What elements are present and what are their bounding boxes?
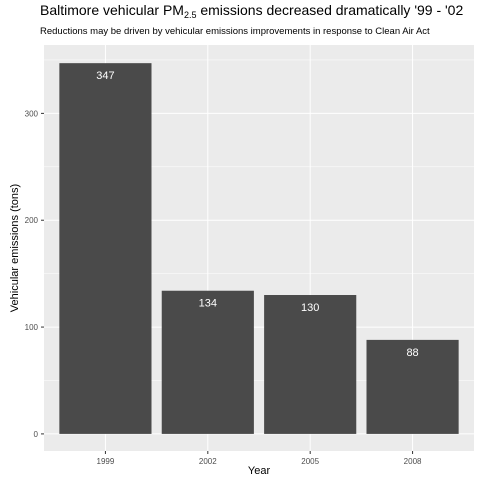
- bars: [59, 63, 459, 434]
- y-axis-title: Vehicular emissions (tons): [9, 184, 21, 312]
- x-tick-label: 1999: [97, 457, 115, 466]
- chart-title-rest: emissions decreased dramatically '99 - '…: [196, 2, 464, 18]
- x-axis-title: Year: [248, 465, 271, 477]
- bar-value-label: 130: [301, 302, 319, 314]
- bar-value-labels: 347 134 130 88: [96, 70, 418, 359]
- chart-title-main: Baltimore vehicular PM: [40, 2, 184, 18]
- chart-title: Baltimore vehicular PM2.5 emissions decr…: [40, 2, 463, 20]
- y-tick-label: 100: [25, 323, 39, 332]
- chart-title-subscript: 2.5: [183, 10, 197, 20]
- chart-subtitle: Reductions may be driven by vehicular em…: [40, 26, 430, 37]
- y-tick-label: 300: [25, 109, 39, 118]
- bar-2008: [366, 339, 459, 434]
- bar-2002: [161, 290, 254, 434]
- bar-2005: [264, 295, 357, 434]
- bar-value-label: 88: [406, 347, 418, 359]
- y-tick-label: 200: [25, 216, 39, 225]
- bar-value-label: 347: [96, 70, 114, 82]
- axes: 0 100 200 300 1999 2002 2005 2008: [25, 109, 422, 466]
- bar-1999: [59, 63, 152, 434]
- y-tick-label: 0: [34, 430, 39, 439]
- grid-lines: [44, 45, 474, 451]
- x-tick-label: 2008: [404, 457, 422, 466]
- x-tick-label: 2005: [301, 457, 319, 466]
- x-tick-label: 2002: [199, 457, 217, 466]
- bar-value-label: 134: [199, 298, 217, 310]
